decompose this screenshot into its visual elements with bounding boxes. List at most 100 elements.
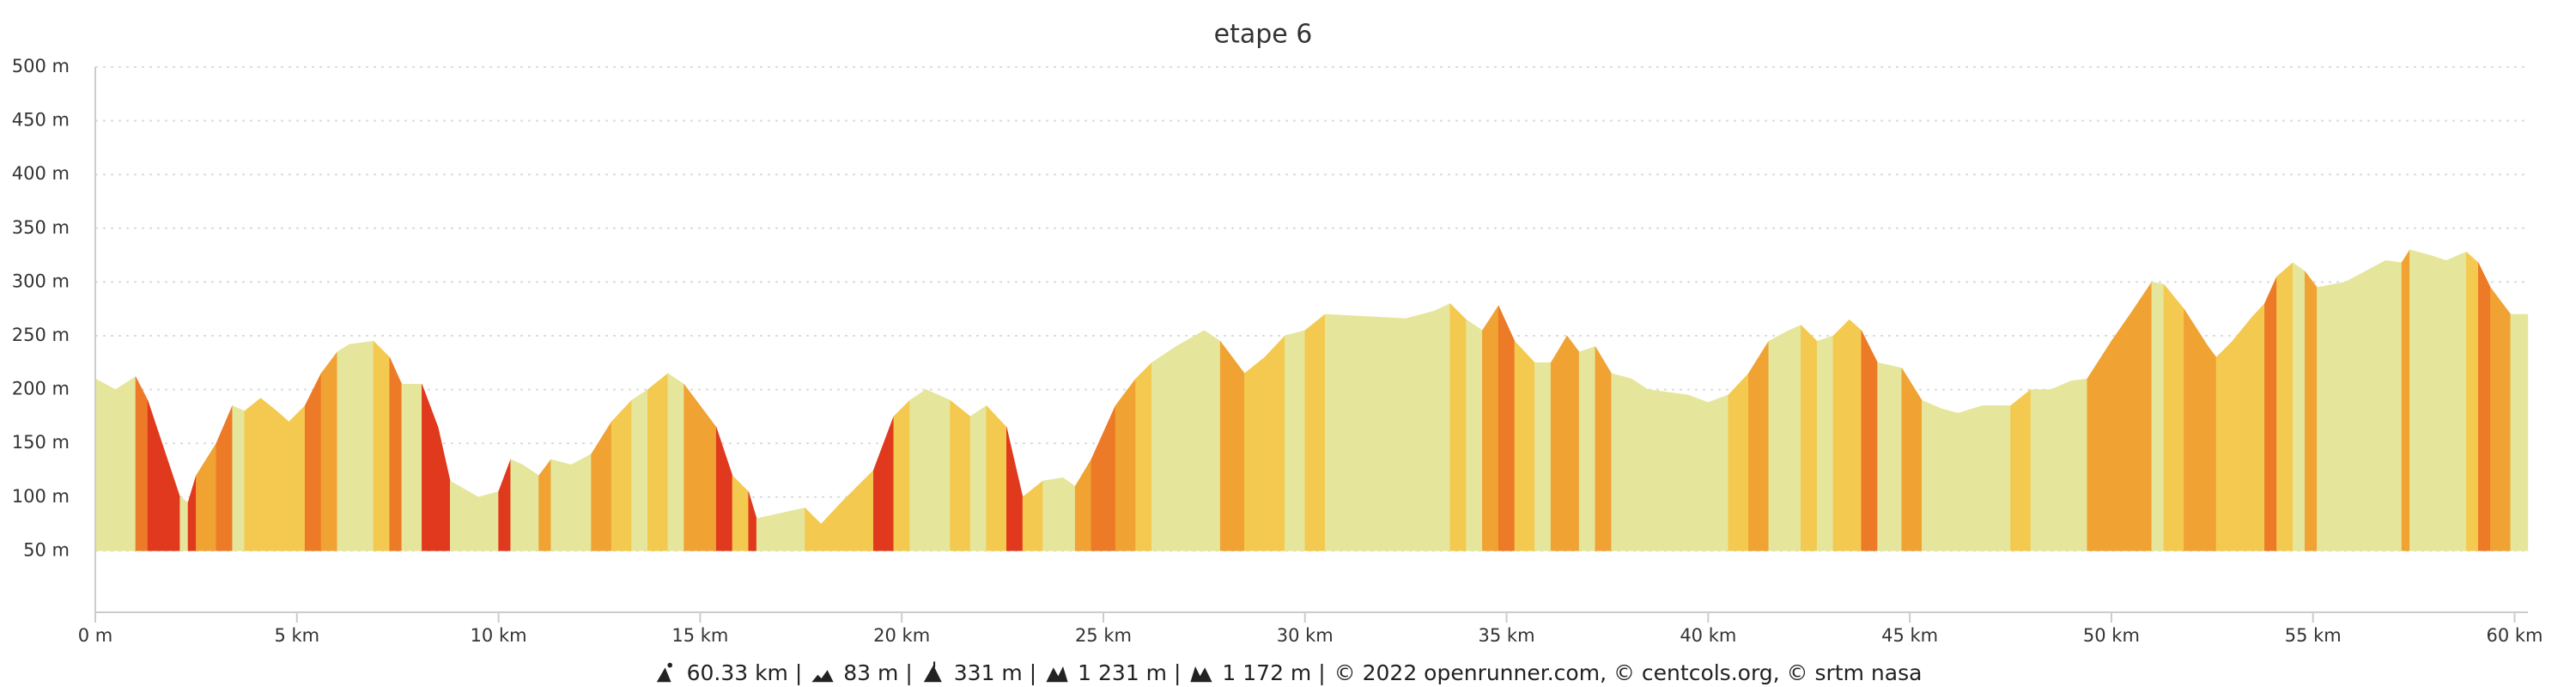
slope-segment — [1433, 303, 1451, 551]
y-tick-label: 350 m — [12, 217, 70, 238]
slope-segment — [94, 378, 116, 551]
max-alt-icon — [923, 661, 942, 683]
slope-segment — [1941, 408, 1959, 551]
x-tick-label: 50 km — [2083, 625, 2140, 646]
slope-segment — [1901, 367, 1923, 551]
max-altitude: 331 m | — [953, 660, 1037, 685]
slope-segment — [732, 475, 749, 551]
slope-segment — [2317, 282, 2346, 551]
slope-segment — [1514, 340, 1535, 551]
slope-segment — [216, 405, 233, 551]
slope-segment — [2305, 271, 2318, 551]
slope-segment — [498, 459, 511, 551]
distance: 60.33 km | — [686, 660, 803, 685]
slope-segment — [781, 508, 805, 551]
slope-segment — [756, 513, 781, 551]
slope-segment — [1022, 480, 1043, 551]
slope-segment — [2163, 283, 2184, 551]
slope-segment — [477, 491, 499, 551]
x-tick-label: 60 km — [2486, 625, 2543, 646]
x-tick-label: 45 km — [1881, 625, 1938, 646]
slope-segment — [1219, 340, 1245, 551]
slope-segment — [591, 421, 612, 551]
slope-segment — [748, 491, 757, 551]
slope-segment — [2151, 282, 2165, 551]
slope-segment — [1304, 313, 1326, 551]
slope-segment — [841, 469, 874, 551]
slope-segment — [873, 416, 895, 551]
slope-segment — [2401, 248, 2410, 551]
slope-segment — [115, 376, 137, 551]
slope-segment — [1364, 316, 1406, 551]
total-ascent: 1 231 m | — [1078, 660, 1182, 685]
slope-segment — [1534, 362, 1552, 551]
slope-segment — [1728, 373, 1749, 551]
x-tick-label: 25 km — [1075, 625, 1132, 646]
y-tick-label: 450 m — [12, 110, 70, 131]
slope-segment — [1578, 346, 1596, 551]
slope-segment — [1324, 313, 1366, 551]
slope-segment — [276, 410, 289, 551]
x-tick-label: 35 km — [1479, 625, 1535, 646]
distance-icon — [656, 662, 672, 683]
slope-segment — [909, 389, 927, 551]
slope-segment — [147, 400, 180, 551]
slope-segment — [2010, 389, 2032, 551]
slope-segment — [320, 351, 337, 551]
chart: etape 6 50 m 100 m 150 m 200 m 250 m 300 m 350… — [12, 20, 2543, 647]
slope-segment — [1135, 362, 1152, 551]
slope-segment — [1958, 405, 1983, 551]
slope-segment — [349, 340, 374, 551]
slope-segment — [1611, 373, 1632, 551]
slope-segment — [683, 383, 705, 551]
slope-segment — [196, 442, 217, 551]
slope-segment — [2490, 286, 2512, 551]
total-descent: 1 172 m | — [1222, 660, 1326, 685]
slope-segment — [1877, 362, 1902, 551]
slope-segment — [2070, 378, 2087, 551]
slope-segment — [1042, 477, 1064, 551]
slope-segment — [550, 459, 572, 551]
slope-segment — [2276, 262, 2293, 551]
slope-segment — [1631, 378, 1649, 551]
slope-segment — [538, 459, 551, 551]
slope-segment — [1115, 378, 1136, 551]
slope-segment — [1849, 319, 1862, 551]
x-tick-label: 15 km — [671, 625, 728, 646]
slope-segment — [2445, 251, 2467, 551]
slope-segment — [1006, 427, 1024, 551]
slope-segment — [2292, 262, 2306, 551]
slope-segment — [1550, 335, 1568, 551]
slope-segment — [2429, 254, 2446, 551]
x-tick-label: 0 m — [78, 625, 113, 646]
slope-segment — [703, 410, 717, 551]
descent-icon — [1190, 666, 1213, 683]
slope-segment — [926, 389, 951, 551]
slope-segment — [821, 502, 841, 551]
slope-segment — [1801, 324, 1818, 551]
y-tick-label: 200 m — [12, 379, 70, 399]
slope-segment — [1789, 325, 1801, 551]
slope-segment — [950, 399, 971, 551]
y-tick-label: 150 m — [12, 432, 70, 453]
slope-segment — [2252, 302, 2265, 551]
y-tick-label: 100 m — [12, 486, 70, 507]
slope-segment — [570, 453, 592, 551]
slope-segment — [449, 480, 479, 551]
slope-segment — [179, 496, 189, 551]
slope-segment — [422, 384, 439, 551]
slope-segment — [1449, 302, 1467, 551]
y-tick-label: 500 m — [12, 56, 70, 76]
slope-segment — [187, 475, 197, 551]
slope-segment — [1062, 477, 1076, 551]
slope-segment — [1244, 356, 1266, 551]
slope-segment — [805, 507, 822, 551]
slope-segment — [1832, 319, 1850, 551]
slope-segment — [401, 384, 422, 551]
slope-segment — [2518, 313, 2529, 551]
slope-segment — [1466, 319, 1483, 551]
slope-segment — [715, 427, 733, 551]
slope-segment — [667, 373, 684, 551]
slope-segment — [289, 404, 306, 551]
slope-segment — [2465, 251, 2479, 551]
